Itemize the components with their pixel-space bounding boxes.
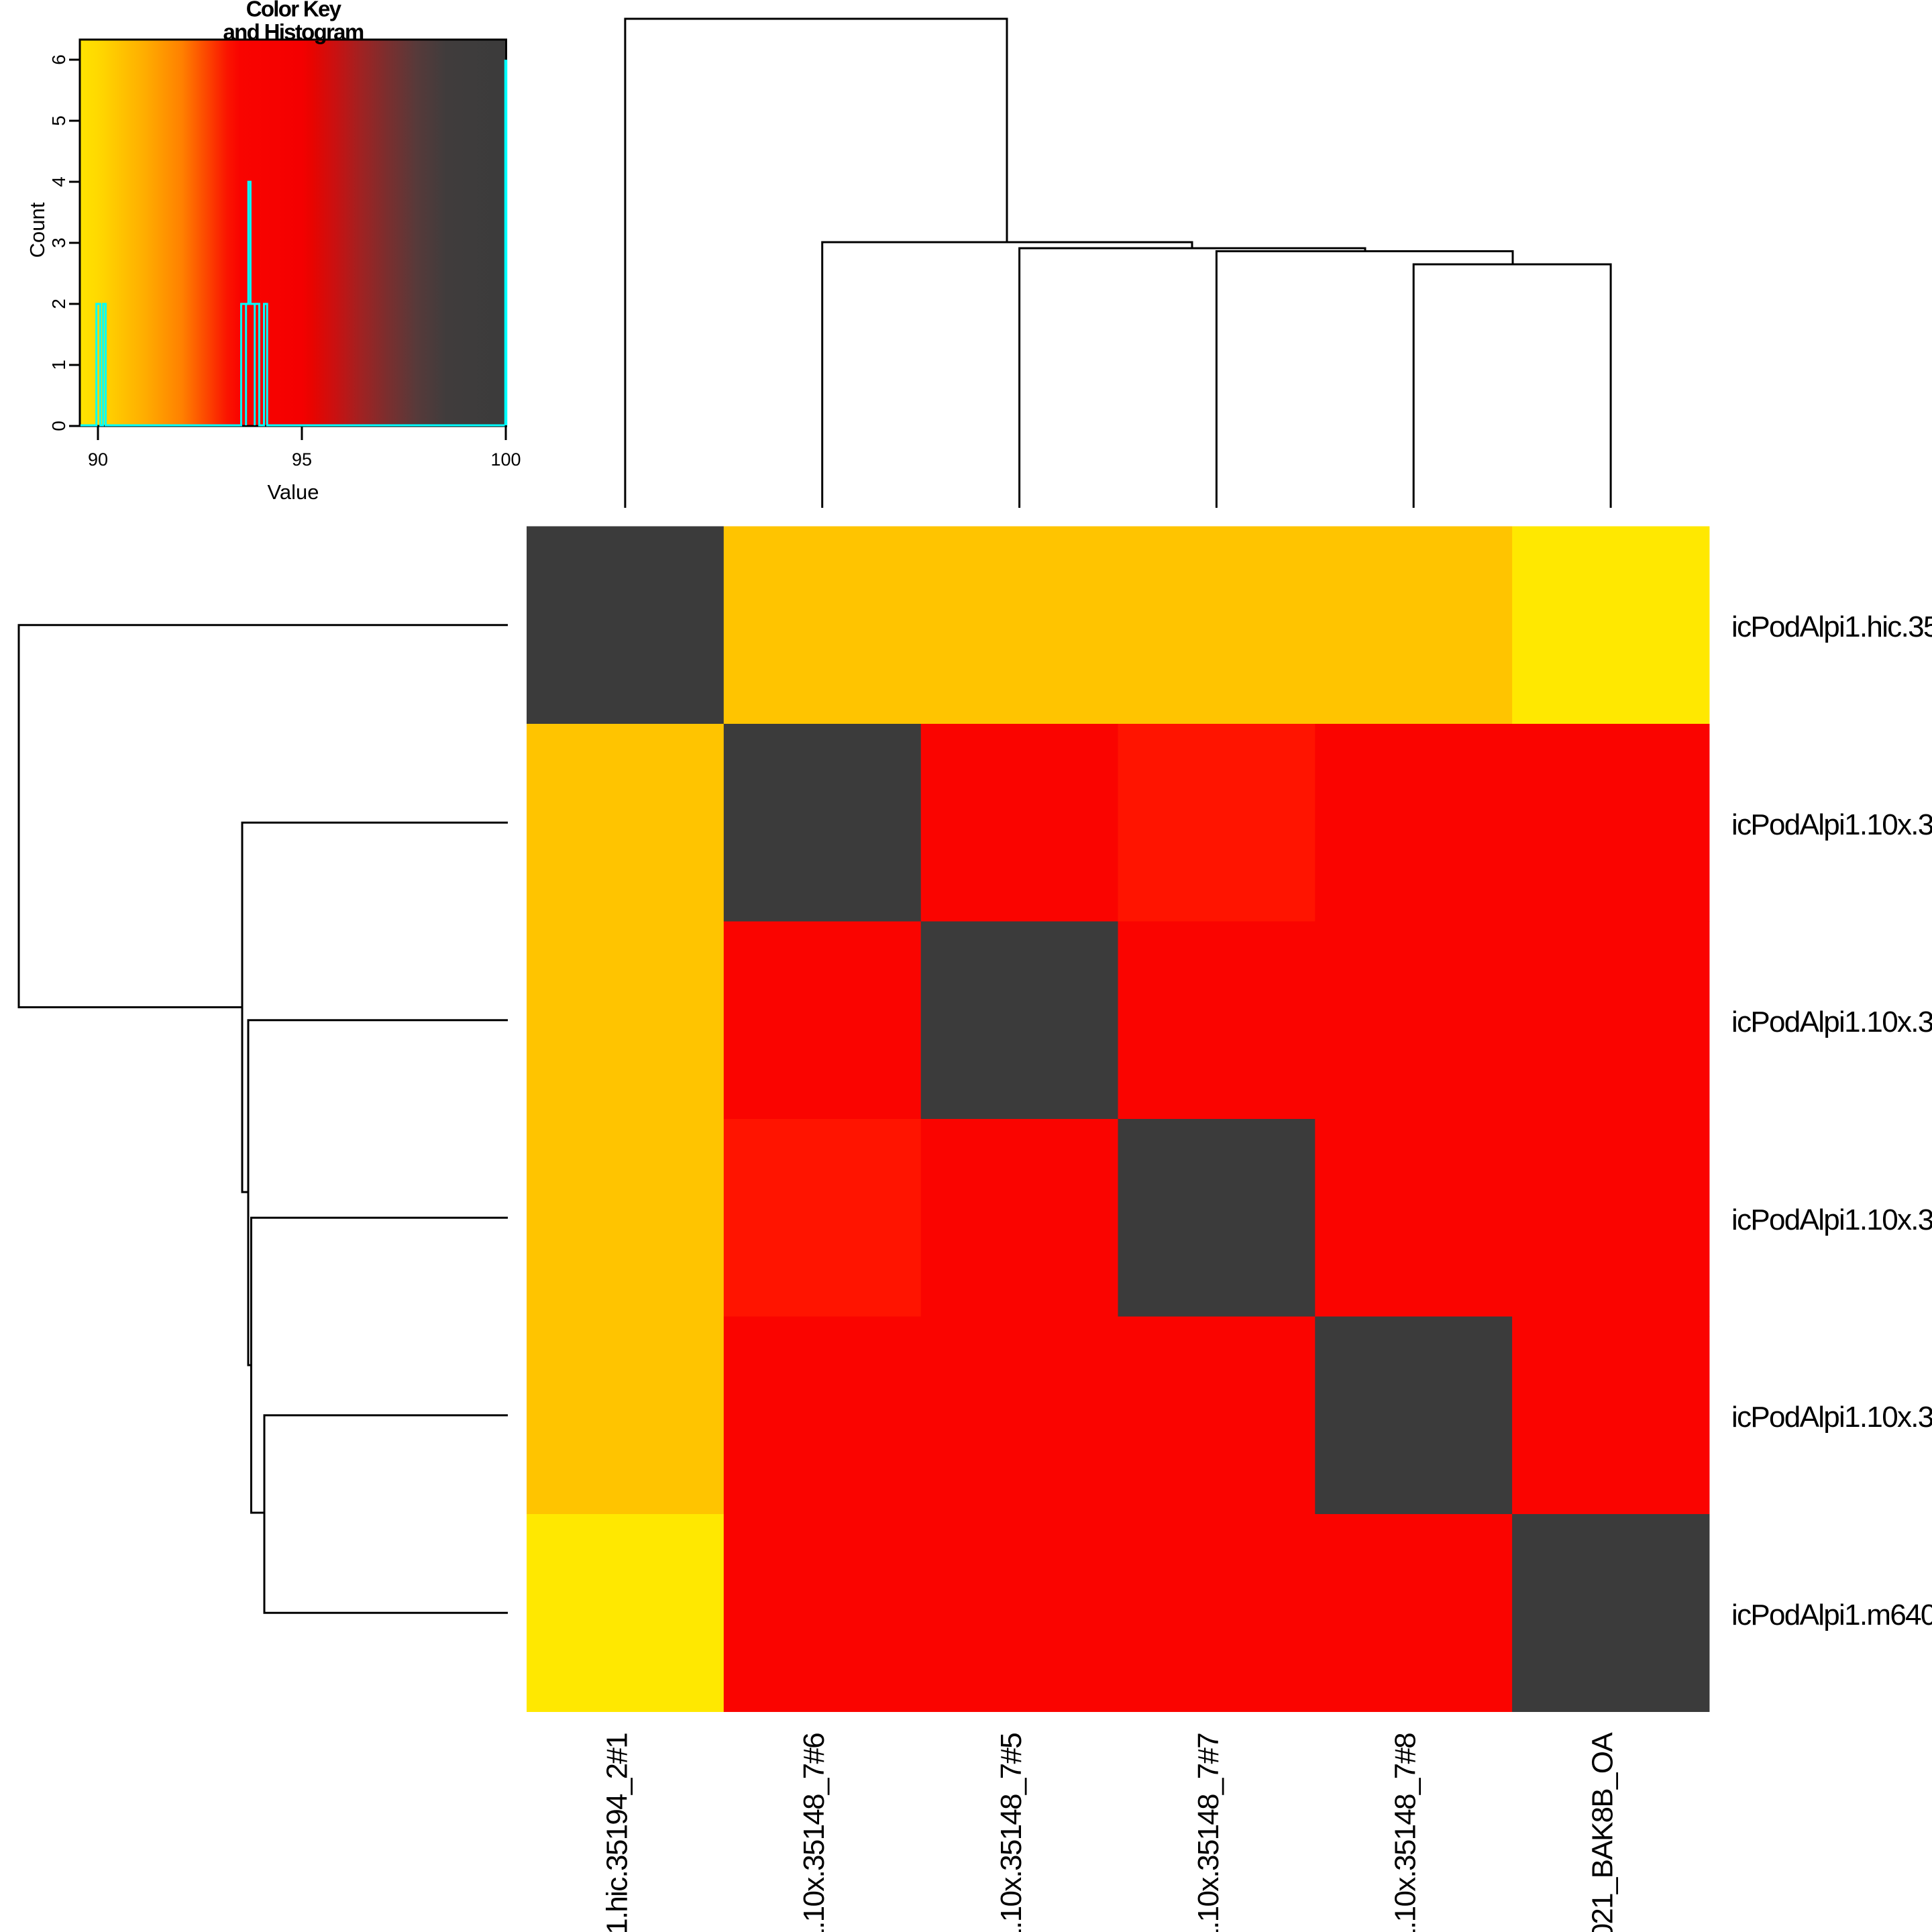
- svg-text:3: 3: [48, 237, 69, 248]
- svg-text:and Histogram: and Histogram: [223, 19, 364, 44]
- svg-text:Count: Count: [25, 202, 49, 258]
- svg-text:100: 100: [490, 449, 521, 470]
- svg-text:5: 5: [48, 115, 69, 126]
- svg-text:icPodAlpi1.10x.35148_7#6: icPodAlpi1.10x.35148_7#6: [1731, 808, 1932, 841]
- svg-text:2: 2: [48, 299, 69, 309]
- svg-text:icPodAlpi1.10x.35148_7#8: icPodAlpi1.10x.35148_7#8: [1731, 1401, 1932, 1434]
- svg-text:1: 1: [48, 360, 69, 370]
- svg-text:icPodAlpi1.10x.35148_7#7: icPodAlpi1.10x.35148_7#7: [1731, 1203, 1932, 1236]
- svg-text:icPodAlpi1.hic.35194_2#1: icPodAlpi1.hic.35194_2#1: [1731, 610, 1932, 643]
- svg-text:icPodAlpi1.10x.35148_7#5: icPodAlpi1.10x.35148_7#5: [995, 1733, 1028, 1932]
- svg-text:95: 95: [292, 449, 312, 470]
- svg-text:Value: Value: [268, 480, 319, 504]
- svg-text:0: 0: [48, 421, 69, 431]
- svg-text:Color Key: Color Key: [246, 0, 342, 21]
- svg-text:4: 4: [48, 176, 69, 187]
- svg-text:icPodAlpi1.10x.35148_7#6: icPodAlpi1.10x.35148_7#6: [798, 1733, 830, 1932]
- svg-text:icPodAlpi1.10x.35148_7#7: icPodAlpi1.10x.35148_7#7: [1192, 1733, 1225, 1932]
- svg-text:icPodAlpi1.10x.35148_7#5: icPodAlpi1.10x.35148_7#5: [1731, 1006, 1932, 1038]
- svg-text:icPodAlpi1.hic.35194_2#1: icPodAlpi1.hic.35194_2#1: [600, 1733, 633, 1932]
- svg-text:6: 6: [48, 54, 69, 65]
- svg-text:icPodAlpi1.m64097e_210021_BAK8: icPodAlpi1.m64097e_210021_BAK8B_OA: [1731, 1599, 1932, 1631]
- svg-text:90: 90: [88, 449, 108, 470]
- svg-text:icPodAlpi1.10x.35148_7#8: icPodAlpi1.10x.35148_7#8: [1389, 1733, 1422, 1932]
- svg-text:icPodAlpi1.m64097e_210021_BAK8: icPodAlpi1.m64097e_210021_BAK8B_OA: [1587, 1732, 1619, 1932]
